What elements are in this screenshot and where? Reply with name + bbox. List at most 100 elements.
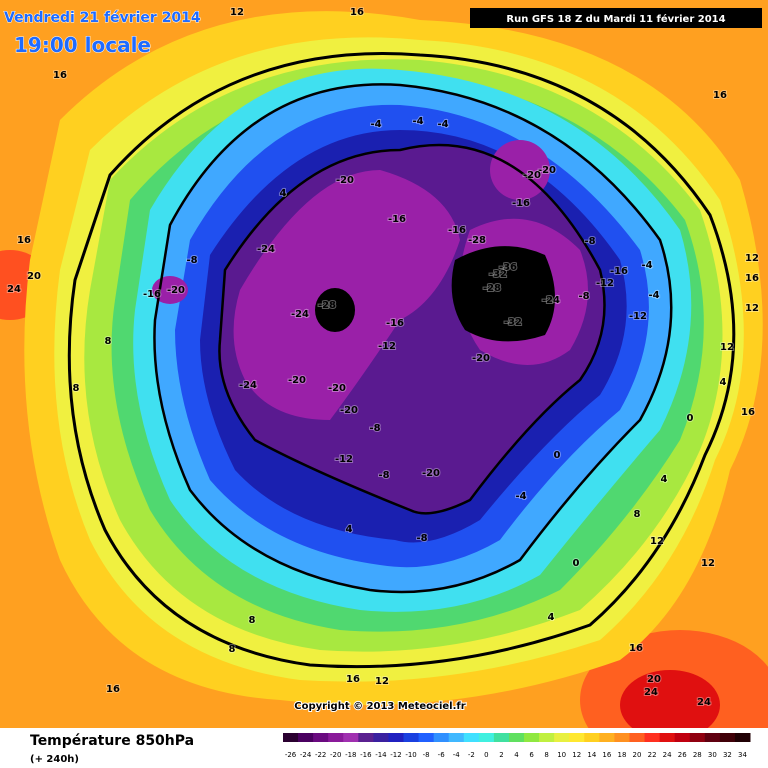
colorbar-swatch — [358, 733, 374, 742]
footer-title: Température 850hPa — [30, 733, 194, 749]
colorbar-swatch — [448, 733, 465, 742]
colorbar-tick-label: -8 — [423, 751, 430, 759]
valid-date: Vendredi 21 février 2014 — [4, 10, 201, 26]
colorbar-tick-label: -6 — [438, 751, 446, 759]
colorbar-swatch — [478, 733, 495, 742]
colorbar-tick-label: 28 — [693, 751, 702, 759]
colorbar-swatch — [373, 733, 389, 742]
contour-label: 24 — [697, 697, 711, 708]
run-box — [470, 8, 762, 28]
colorbar-tick-label: 24 — [663, 751, 672, 759]
contour-label: 4 — [720, 377, 727, 388]
colorbar-tick-label: 4 — [514, 751, 519, 759]
colorbar-swatch — [433, 733, 450, 742]
contour-label: -12 — [629, 311, 647, 322]
colorbar-tick-label: 18 — [617, 751, 626, 759]
contour-label: -8 — [578, 291, 589, 302]
colorbar-swatch — [313, 733, 329, 742]
colorbar-tick-label: 12 — [572, 751, 581, 759]
colorbar-swatch — [493, 733, 510, 742]
colorbar-tick-label: -4 — [453, 751, 461, 759]
colorbar-swatch — [554, 733, 570, 742]
colorbar-swatch — [644, 733, 661, 742]
contour-label: 16 — [741, 407, 755, 418]
contour-label: -20 — [523, 170, 541, 181]
colorbar-tick-label: 8 — [544, 751, 548, 759]
contour-label: 12 — [230, 7, 244, 18]
contour-label: 8 — [73, 383, 80, 394]
contour-label: -20 — [422, 468, 440, 479]
copyright: Copyright © 2013 Meteociel.fr — [294, 701, 465, 712]
contour-label: -16 — [512, 198, 530, 209]
contour-label: -12 — [335, 454, 353, 465]
contour-label: 4 — [661, 474, 668, 485]
contour-label: -12 — [378, 341, 396, 352]
colorbar-swatch — [569, 733, 585, 742]
contour-label: 4 — [346, 524, 353, 535]
colorbar-tick-label: 32 — [723, 751, 732, 759]
contour-label: -4 — [412, 116, 423, 127]
contour-label: -4 — [370, 119, 381, 130]
contour-label: -20 — [472, 353, 490, 364]
contour-label: 0 — [687, 413, 694, 424]
contour-label: -20 — [288, 375, 306, 386]
colorbar-tick-label: 22 — [648, 751, 657, 759]
colorbar-swatch — [704, 733, 721, 742]
colorbar-tick-label: -12 — [390, 751, 401, 759]
colorbar-tick-label: -14 — [375, 751, 387, 759]
contour-label: 16 — [713, 90, 727, 101]
colorbar-swatch — [719, 733, 736, 742]
contour-label: 16 — [17, 235, 31, 246]
colorbar-tick-label: -20 — [330, 751, 341, 759]
contour-label: 16 — [350, 7, 364, 18]
colorbar-swatch — [584, 733, 600, 742]
contour-label: 8 — [634, 509, 641, 520]
contour-label: -20 — [328, 383, 346, 394]
colorbar-tick-label: 26 — [678, 751, 687, 759]
colorbar-tick-label: 6 — [529, 751, 534, 759]
contour-label: -32 — [504, 317, 522, 328]
run-info: Run GFS 18 Z du Mardi 11 février 2014 — [506, 13, 725, 25]
colorbar-tick-label: -10 — [405, 751, 416, 759]
contour-label: 8 — [105, 336, 112, 347]
colorbar-tick-label: 2 — [499, 751, 503, 759]
contour-label: -28 — [318, 300, 336, 311]
contour-label: -8 — [369, 423, 380, 434]
contour-label: 16 — [745, 273, 759, 284]
colorbar: -26 -24 -22 -20 -18 -16 -14 -12 -10 -8 -6 -4 -2 0 2 4 6 8… — [283, 733, 751, 759]
contour-label: -24 — [291, 309, 309, 320]
colorbar-swatch — [463, 733, 480, 742]
contour-label: 12 — [745, 253, 759, 264]
colorbar-swatch — [298, 733, 314, 742]
colorbar-tick-label: 34 — [738, 751, 747, 759]
contour-label: 16 — [53, 70, 67, 81]
contour-label: 12 — [720, 342, 734, 353]
colorbar-tick-label: 14 — [587, 751, 596, 759]
contour-label: -4 — [641, 260, 652, 271]
colorbar-swatch — [388, 733, 405, 742]
footer-lead: (+ 240h) — [30, 754, 79, 765]
colorbar-tick-label: -24 — [300, 751, 312, 759]
colorbar-swatch — [689, 733, 706, 742]
colorbar-swatch — [734, 733, 751, 742]
contour-label: -32 — [489, 269, 507, 280]
colorbar-swatch — [524, 733, 540, 742]
colorbar-swatch — [659, 733, 676, 742]
contour-label: 12 — [745, 303, 759, 314]
colorbar-tick-label: -16 — [360, 751, 372, 759]
contour-label: 24 — [644, 687, 658, 698]
colorbar-swatch — [508, 733, 525, 742]
contour-label: -24 — [239, 380, 257, 391]
contour-label: -20 — [336, 175, 354, 186]
contour-label: -24 — [257, 244, 275, 255]
contour-label: -24 — [542, 295, 560, 306]
colorbar-swatch — [629, 733, 646, 742]
colorbar-tick-label: 10 — [557, 751, 566, 759]
colorbar-swatch — [539, 733, 555, 742]
local-time: 19:00 locale — [14, 33, 151, 57]
contour-label: -28 — [468, 235, 486, 246]
colorbar-tick-label: -2 — [468, 751, 475, 759]
colorbar-tick-label: 16 — [602, 751, 611, 759]
colorbar-swatch — [328, 733, 344, 742]
